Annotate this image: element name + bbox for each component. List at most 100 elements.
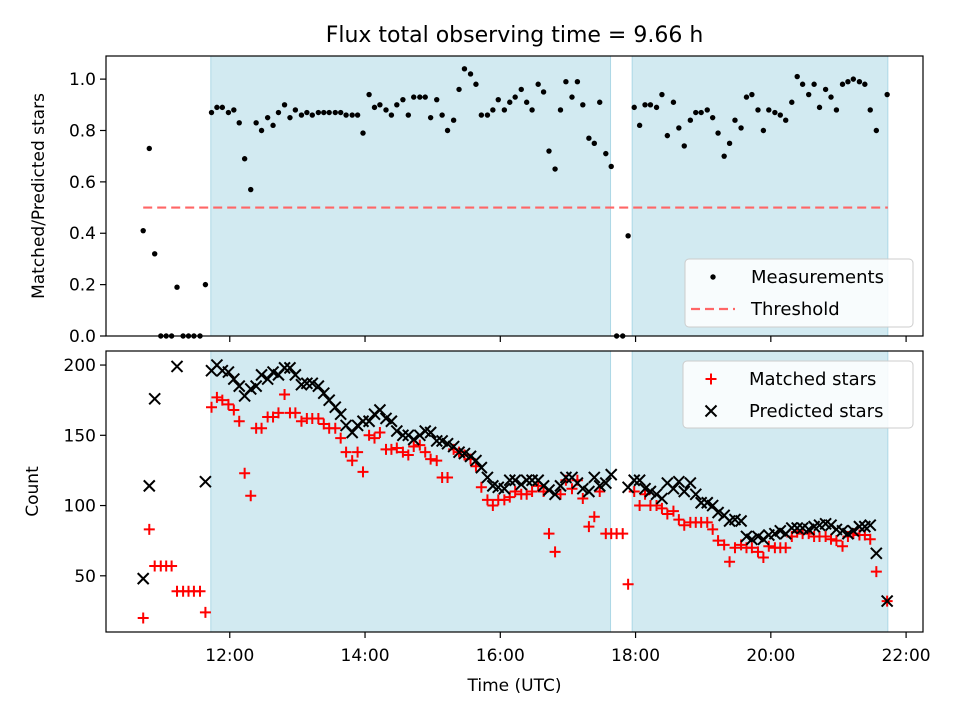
measurement-point (490, 107, 496, 113)
predicted-stars-point (847, 524, 860, 538)
predicted-stars-point (390, 424, 404, 438)
predicted-stars-point (689, 488, 702, 501)
matched-stars-point (166, 560, 178, 572)
predicted-stars-point (300, 377, 314, 390)
matched-stars-point (329, 422, 341, 434)
matched-stars-point (431, 455, 443, 467)
measurement-point (743, 94, 750, 100)
measurement-point (755, 107, 761, 113)
measurement-point (794, 73, 800, 80)
measurement-point (546, 148, 552, 154)
matched-stars-point (543, 528, 555, 540)
x-tick-label: 12:00 (205, 646, 254, 666)
measurement-point (248, 186, 254, 193)
plot-frame (105, 55, 924, 337)
matched-stars-point (279, 389, 291, 401)
matched-stars-point (712, 535, 724, 547)
matched-stars-point (346, 455, 358, 467)
predicted-stars-point (424, 426, 437, 439)
predicted-stars-point (312, 379, 325, 393)
predicted-stars-point (441, 437, 454, 450)
measurement-point (377, 102, 383, 108)
predicted-stars-point (481, 471, 494, 484)
matched-stars-point (837, 540, 849, 552)
measurement-point (354, 112, 361, 118)
matched-stars-point (870, 566, 882, 578)
measurement-point (540, 89, 547, 95)
matched-stars-point (583, 521, 595, 533)
matched-stars-point (216, 394, 228, 406)
x-tick-label: 22:00 (882, 646, 931, 666)
measurement-point (427, 114, 434, 121)
measurement-point (321, 109, 327, 116)
measurement-point (642, 102, 648, 108)
measurement-point (214, 104, 220, 111)
measurement-point (760, 127, 767, 134)
matched-stars-point (206, 401, 218, 413)
measurement-point (450, 117, 457, 123)
predicted-stars-point (261, 372, 274, 386)
y-tick-label: 0.6 (69, 173, 96, 193)
measurement-point (529, 107, 535, 113)
predicted-stars-point (469, 454, 483, 467)
matched-stars-point (628, 486, 640, 497)
measurement-point (461, 66, 468, 72)
measurement-point (535, 81, 541, 87)
matched-stars-point (825, 533, 837, 545)
legend-label: Predicted stars (749, 401, 883, 422)
legend-label: Measurements (751, 267, 884, 288)
matched-stars-point (239, 467, 251, 479)
measurement-point (225, 109, 232, 116)
predicted-stars-point (880, 594, 894, 608)
y-tick-label: 0.8 (69, 121, 96, 141)
measurement-point (236, 120, 242, 126)
measurement-point (828, 94, 834, 100)
predicted-stars-point (599, 476, 613, 490)
y-tick-label: 0.4 (69, 224, 96, 244)
measurement-point (636, 122, 643, 129)
predicted-stars-point (407, 433, 420, 446)
measurement-point (337, 109, 344, 116)
predicted-stars-point (306, 377, 319, 390)
matched-stars-point (475, 481, 487, 493)
matched-stars-point (256, 422, 268, 434)
matched-stars-point (487, 500, 499, 512)
measurement-point (417, 94, 423, 100)
measurement-point (484, 112, 491, 118)
measurement-point (833, 107, 840, 113)
measurement-point (400, 96, 406, 103)
matched-stars-point (374, 426, 386, 438)
measurement-point (253, 120, 259, 126)
predicted-stars-point (430, 434, 443, 448)
predicted-stars-point (864, 519, 877, 532)
measurement-point (304, 109, 310, 116)
matched-stars-point (425, 453, 437, 465)
measurement-point (799, 81, 806, 87)
measurement-point (681, 143, 687, 149)
y-tick-label: 150 (64, 426, 96, 446)
matched-stars-point (419, 446, 431, 458)
matched-stars-point (222, 398, 234, 410)
measurement-point (783, 117, 789, 123)
predicted-stars-point (385, 415, 398, 428)
measurement-point (659, 91, 665, 98)
predicted-stars-point (785, 521, 799, 535)
predicted-stars-point (136, 572, 150, 585)
measurement-point (140, 227, 146, 234)
matched-stars-point (701, 516, 713, 528)
measurement-point (411, 94, 417, 100)
matched-stars-point (617, 528, 629, 540)
matched-stars-point (864, 533, 876, 545)
measurement-point (456, 86, 462, 93)
matched-stars-point (312, 412, 324, 424)
count-panel: 50 100 150 200 12:00 14:00 16:00 18:00 20:00 22:0… (23, 350, 931, 666)
matched-stars-point (228, 404, 240, 416)
measurement-point (704, 107, 710, 113)
matched-stars-point (245, 490, 257, 502)
predicted-stars-point (283, 361, 297, 375)
measurement-point (208, 109, 215, 116)
matched-stars-point (752, 546, 764, 558)
predicted-stars-point (170, 360, 184, 373)
measurement-point (580, 102, 586, 108)
measurement-point (275, 109, 282, 116)
